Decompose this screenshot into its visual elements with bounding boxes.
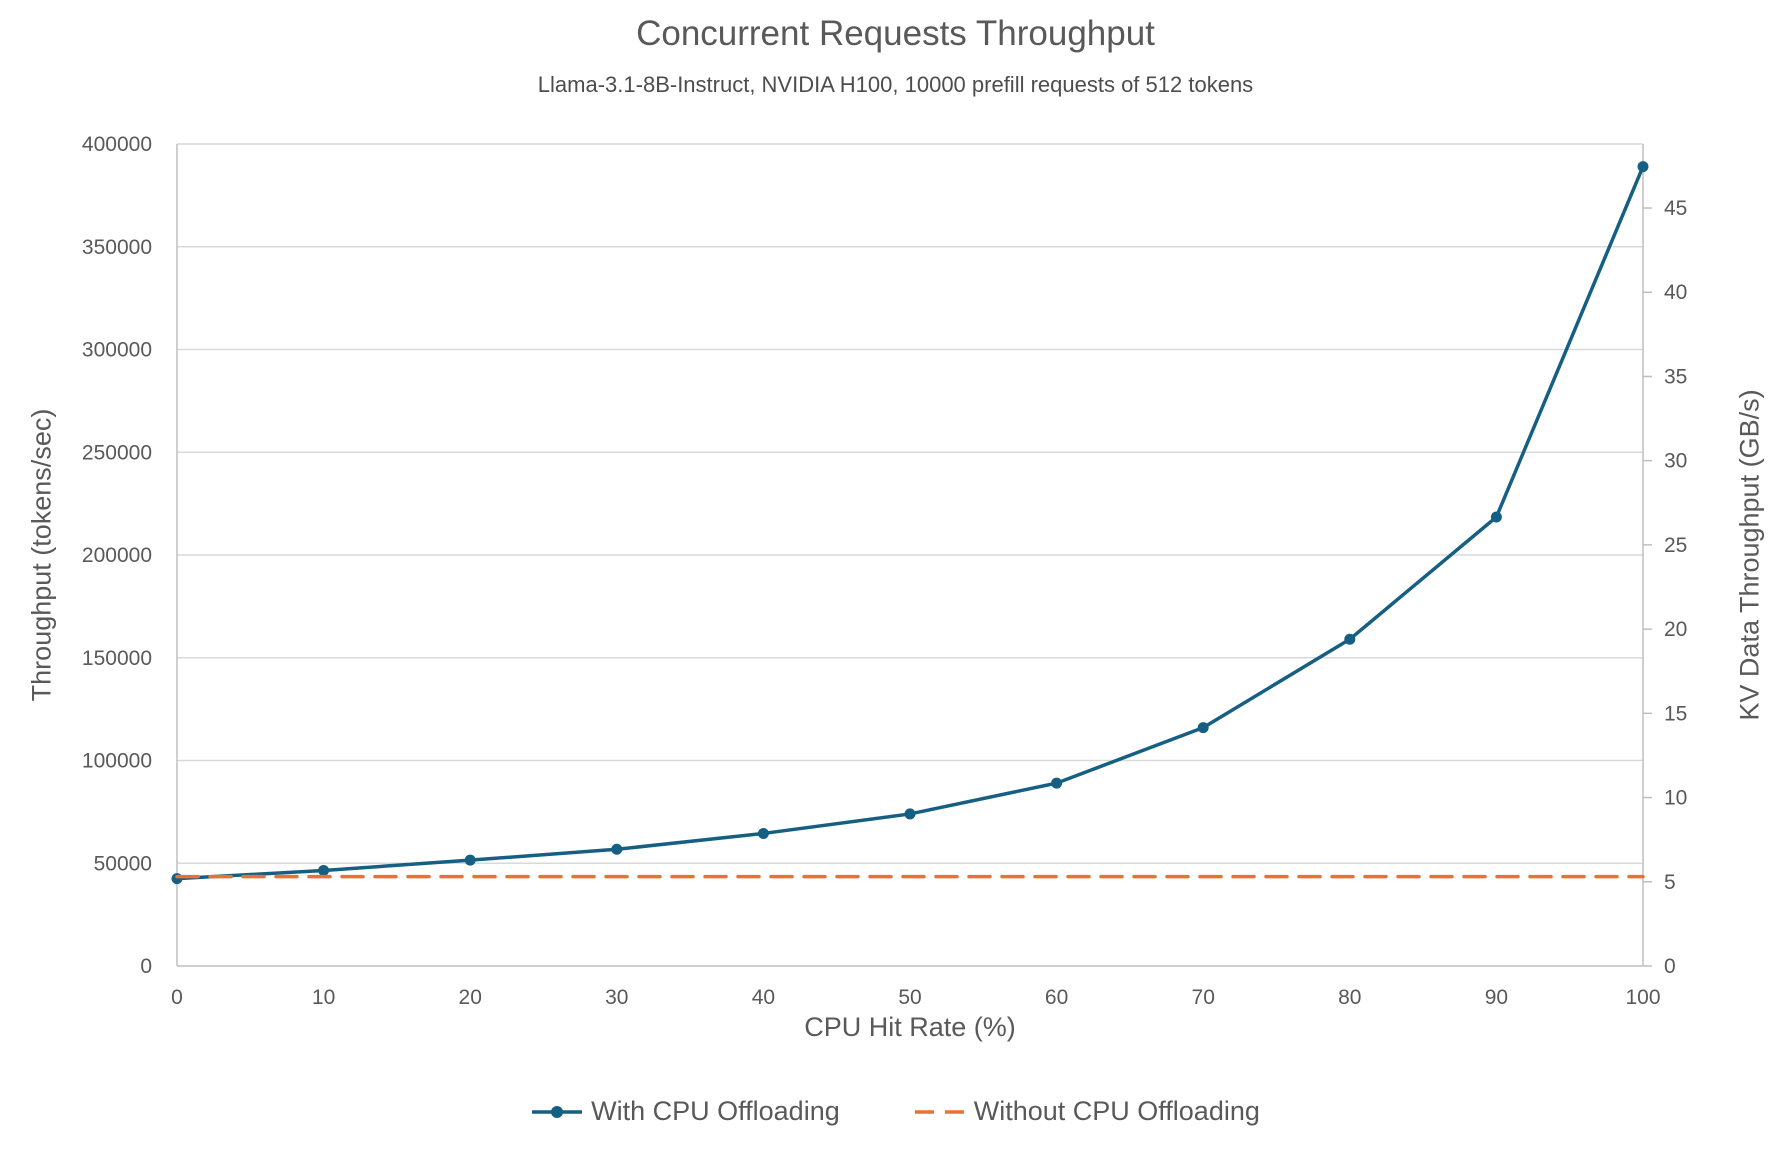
- data-point-marker: [1051, 777, 1063, 789]
- y2-tick-label: 15: [1664, 702, 1687, 725]
- data-point-marker: [611, 843, 623, 855]
- x-tick-label: 40: [752, 986, 775, 1009]
- x-tick-label: 90: [1485, 986, 1508, 1009]
- series-line-with-cpu-offloading: [175, 164, 1645, 881]
- data-point-marker: [904, 808, 916, 820]
- y-tick-label: 100000: [82, 750, 152, 773]
- x-tick-label: 50: [898, 986, 921, 1009]
- y-tick-label: 200000: [82, 544, 152, 567]
- data-point-marker: [1344, 633, 1356, 645]
- data-point-marker: [1490, 511, 1502, 523]
- y-tick-label: 0: [140, 955, 152, 978]
- y-tick-label: 250000: [82, 441, 152, 464]
- chart-title: Concurrent Requests Throughput: [636, 14, 1155, 53]
- x-tick-label: 20: [459, 986, 482, 1009]
- legend-item: With CPU Offloading: [531, 1096, 840, 1127]
- legend-item: Without CPU Offloading: [914, 1096, 1260, 1127]
- legend-marker: [532, 1105, 583, 1118]
- y2-tick-label: 0: [1664, 955, 1676, 978]
- data-point-marker: [318, 864, 330, 876]
- x-tick-label: 30: [605, 986, 628, 1009]
- legend-marker: [914, 1109, 965, 1114]
- chart-subtitle: Llama-3.1-8B-Instruct, NVIDIA H100, 1000…: [537, 72, 1254, 97]
- y2-tick-label: 5: [1664, 871, 1676, 894]
- legend-label: Without CPU Offloading: [973, 1096, 1260, 1126]
- y-axis-title: Throughput (tokens/sec): [26, 408, 57, 702]
- x-tick-label: 70: [1192, 986, 1215, 1009]
- data-point-marker: [1637, 161, 1649, 173]
- y-tick-label: 300000: [82, 339, 152, 362]
- x-tick-label: 60: [1045, 986, 1068, 1009]
- y2-tick-label: 25: [1664, 534, 1687, 557]
- data-point-marker: [1197, 722, 1209, 734]
- y2-tick-label: 45: [1664, 197, 1687, 220]
- y2-axis-title: KV Data Throughput (GB/s): [1734, 389, 1765, 721]
- y-tick-label: 50000: [94, 852, 152, 875]
- y-tick-label: 350000: [82, 236, 152, 259]
- y-tick-label: 400000: [82, 133, 152, 156]
- y-tick-label: 150000: [82, 647, 152, 670]
- legend-label: With CPU Offloading: [591, 1096, 840, 1126]
- x-tick-label: 80: [1338, 986, 1361, 1009]
- x-tick-label: 0: [171, 986, 183, 1009]
- x-tick-label: 10: [312, 986, 335, 1009]
- x-tick-label: 100: [1625, 986, 1660, 1009]
- chart-legend: With CPU Offloading Without CPU Offloadin…: [0, 1096, 1791, 1127]
- y2-tick-label: 40: [1664, 281, 1687, 304]
- data-point-marker: [757, 827, 769, 839]
- x-axis-title: CPU Hit Rate (%): [804, 1012, 1016, 1042]
- data-point-marker: [171, 873, 183, 885]
- y2-tick-label: 35: [1664, 365, 1687, 388]
- y2-tick-label: 30: [1664, 450, 1687, 473]
- data-point-marker: [464, 854, 476, 866]
- y2-tick-label: 10: [1664, 787, 1687, 810]
- y2-tick-label: 20: [1664, 618, 1687, 641]
